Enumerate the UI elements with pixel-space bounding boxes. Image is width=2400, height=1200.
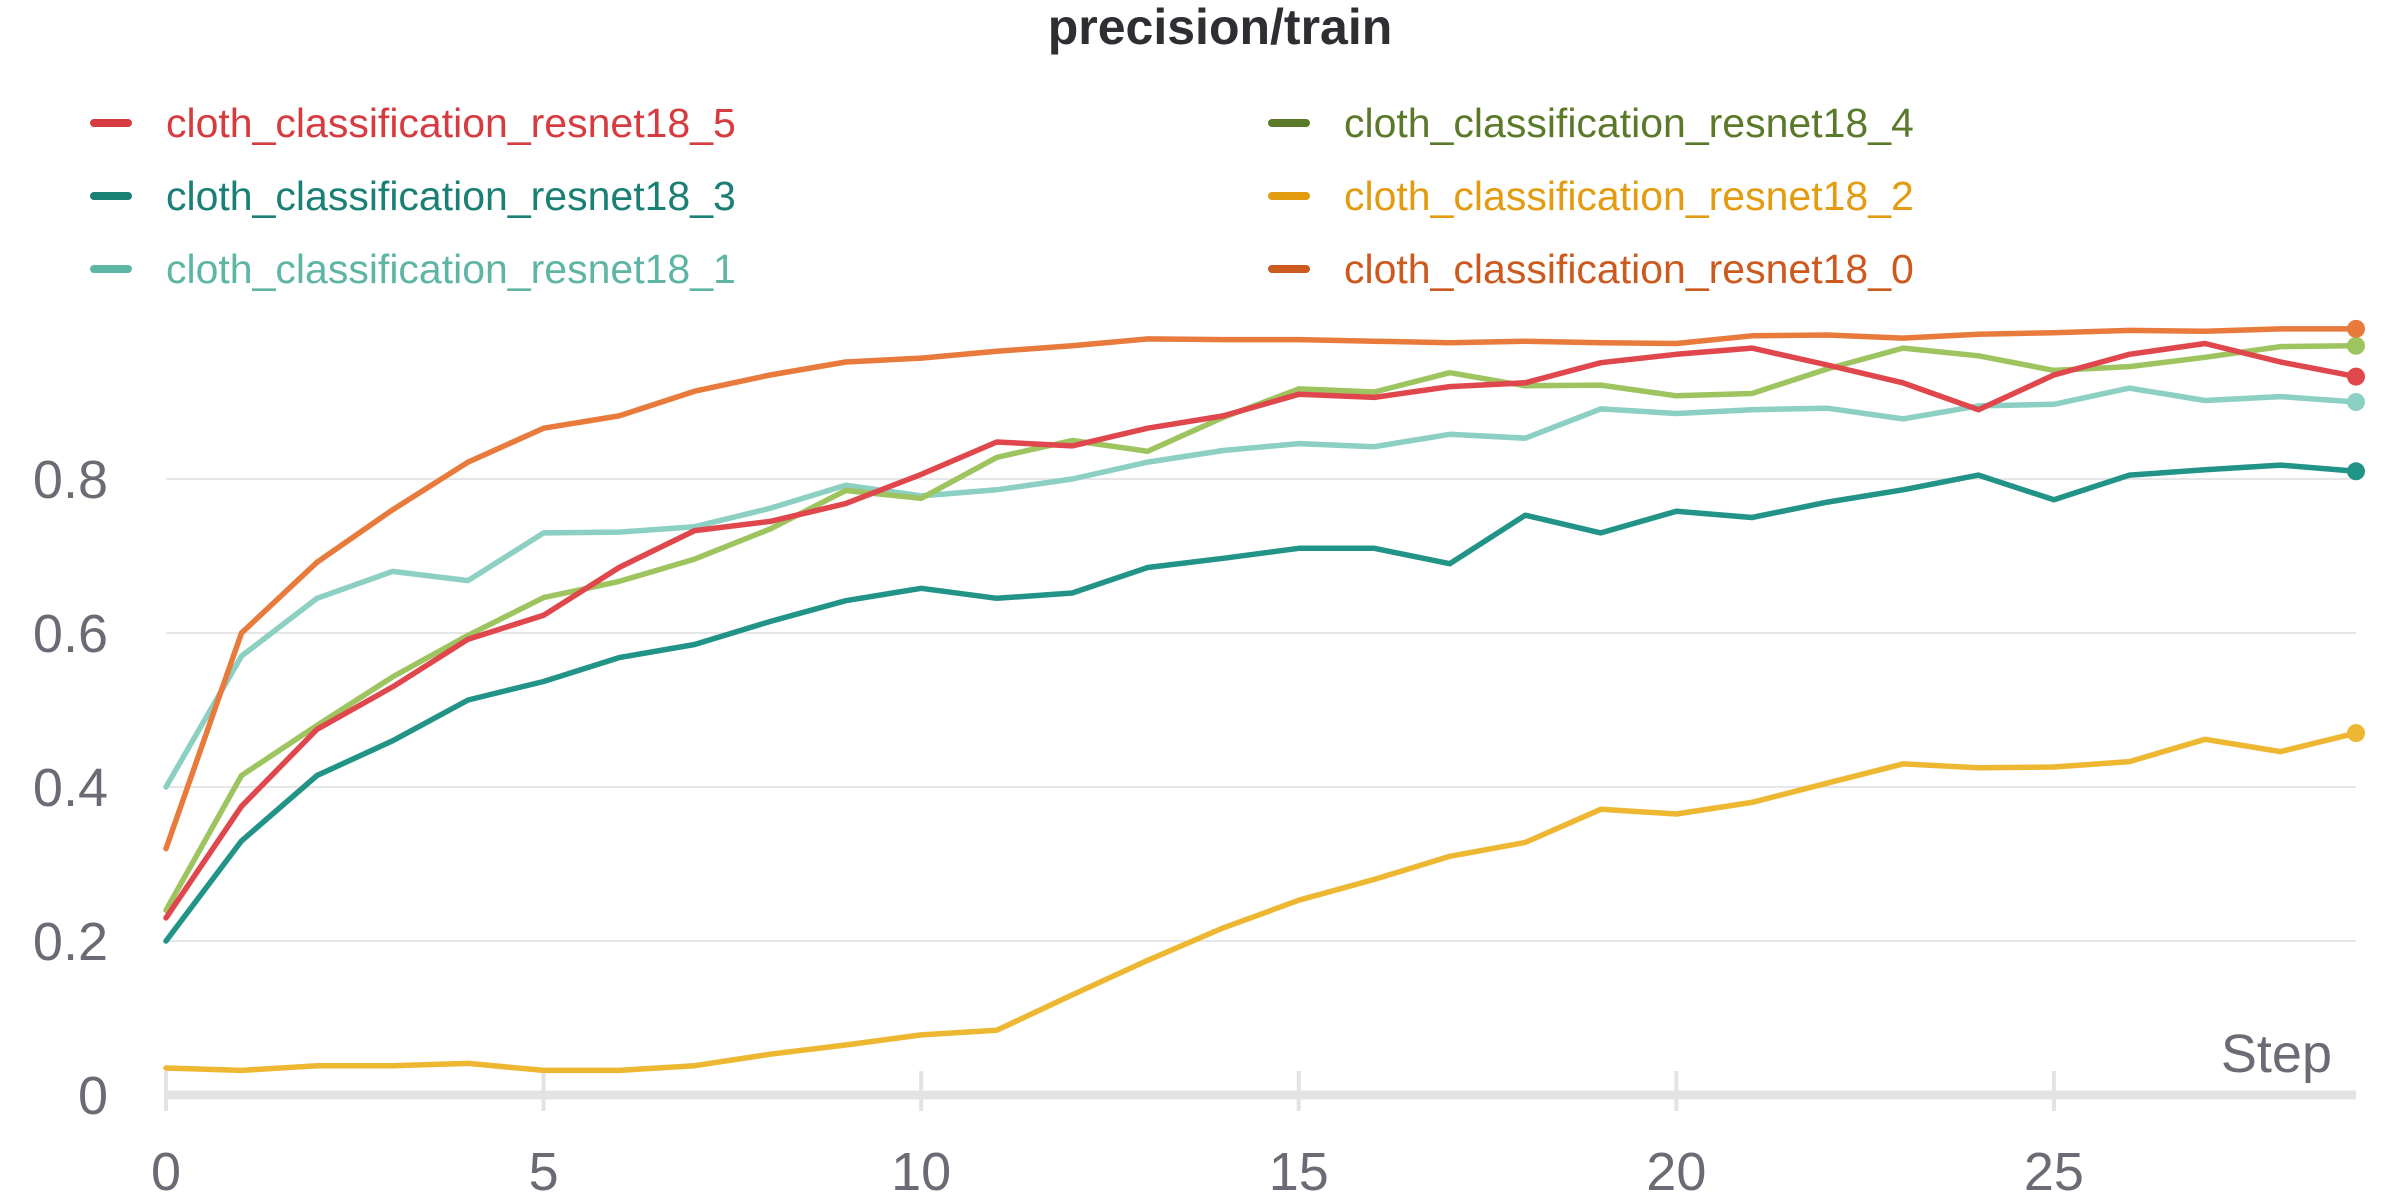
series-end-point: [2347, 393, 2365, 411]
y-tick-label: 0.2: [33, 912, 108, 972]
grid-lines: [166, 478, 2356, 942]
y-tick-label: 0.4: [33, 758, 108, 818]
legend-label: cloth_classification_resnet18_0: [1344, 246, 1914, 292]
series-layer: [163, 319, 2365, 1074]
legend: cloth_classification_resnet18_5 cloth_cla…: [90, 100, 1914, 292]
legend-label: cloth_classification_resnet18_2: [1344, 173, 1914, 219]
x-axis-label: Step: [2221, 1024, 2332, 1084]
series-line[interactable]: [163, 730, 2359, 1074]
legend-label: cloth_classification_resnet18_5: [166, 100, 736, 146]
legend-item[interactable]: cloth_classification_resnet18_4: [1268, 100, 1914, 146]
legend-item[interactable]: cloth_classification_resnet18_3: [90, 173, 736, 219]
x-tick-label: 0: [151, 1142, 181, 1200]
series-line[interactable]: [163, 340, 2359, 921]
legend-item[interactable]: cloth_classification_resnet18_1: [90, 246, 736, 292]
x-tick-label: 20: [1646, 1142, 1706, 1200]
series-end-point: [2347, 367, 2365, 386]
series-end-point: [2347, 319, 2365, 338]
x-tick-label: 15: [1269, 1142, 1329, 1200]
x-tick-label: 5: [529, 1142, 559, 1200]
series-end-point: [2347, 336, 2365, 355]
series-end-point: [2347, 724, 2365, 743]
series-end-point: [2347, 462, 2365, 481]
legend-item[interactable]: cloth_classification_resnet18_0: [1268, 246, 1914, 292]
legend-item[interactable]: cloth_classification_resnet18_5: [90, 100, 736, 146]
x-tick-label: 10: [891, 1142, 951, 1200]
y-tick-label: 0.8: [33, 450, 108, 510]
series-line[interactable]: [163, 462, 2359, 944]
legend-label: cloth_classification_resnet18_3: [166, 173, 736, 219]
legend-label: cloth_classification_resnet18_1: [166, 246, 736, 292]
x-tick-label: 25: [2024, 1142, 2084, 1200]
axes: 0 0.2 0.4 0.6 0.8 0 5 10 15 20 25: [33, 450, 2356, 1200]
chart-title: precision/train: [1048, 0, 1393, 55]
y-tick-label: 0.6: [33, 604, 108, 664]
legend-item[interactable]: cloth_classification_resnet18_2: [1268, 173, 1914, 219]
y-tick-label: 0: [78, 1066, 108, 1126]
legend-label: cloth_classification_resnet18_4: [1344, 100, 1914, 146]
series-line[interactable]: [163, 326, 2359, 852]
